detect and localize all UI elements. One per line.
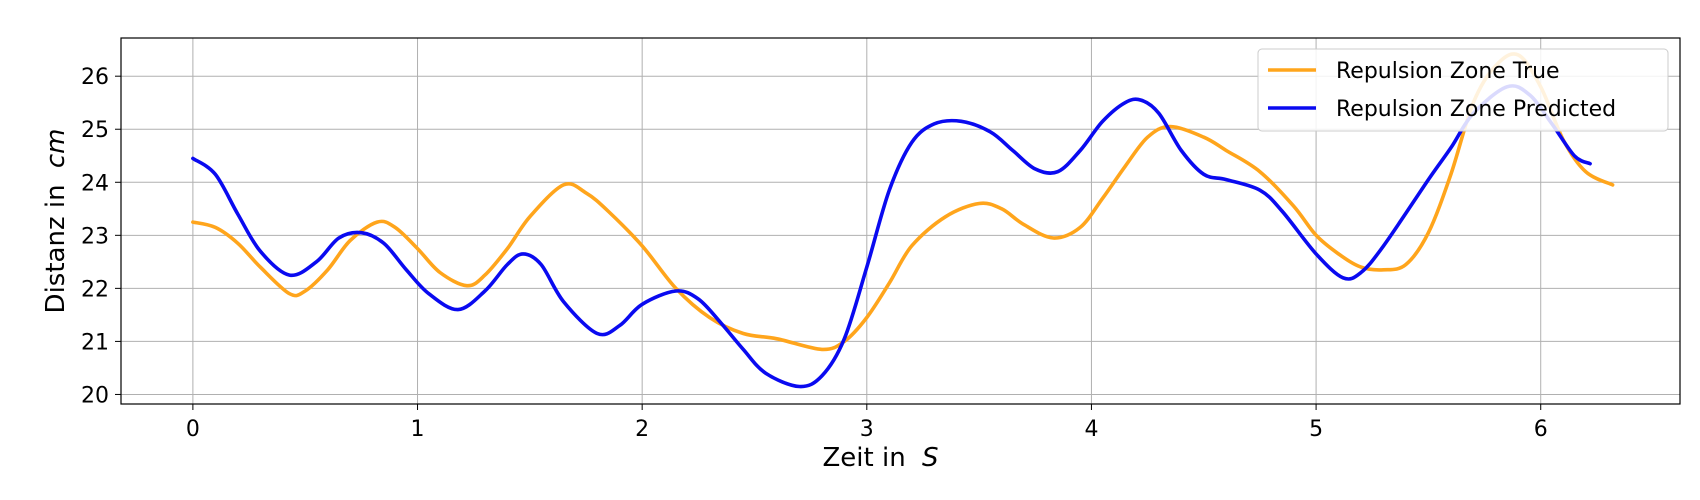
y-axis-label-unit: cm	[41, 129, 71, 169]
x-tick-label: 0	[186, 417, 200, 442]
x-tick-label: 2	[635, 417, 649, 442]
y-tick-label: 26	[81, 65, 109, 90]
legend: Repulsion Zone True Repulsion Zone Predic…	[1257, 48, 1669, 132]
y-tick-label: 22	[81, 277, 109, 302]
series-line-true	[191, 52, 1615, 352]
y-axis-label-text: Distanz in	[41, 184, 71, 313]
y-tick-label: 20	[81, 383, 109, 408]
x-axis-label-text: Zeit in	[823, 443, 906, 473]
y-tick-label: 25	[81, 118, 109, 143]
x-tick-label: 1	[411, 417, 425, 442]
legend-label: Repulsion Zone Predicted	[1336, 97, 1616, 122]
series-lines	[191, 52, 1615, 389]
x-tick-label: 4	[1084, 417, 1098, 442]
plot-area-frame	[120, 37, 1681, 405]
legend-label: Repulsion Zone True	[1336, 59, 1560, 84]
x-axis-label-unit: S	[922, 443, 939, 473]
y-tick-label: 24	[81, 171, 109, 196]
y-axis-label: Distanz in cm	[41, 129, 71, 314]
series-line-predicted	[191, 84, 1592, 389]
x-axis-label: Zeit in S	[823, 443, 939, 473]
x-tick-label: 6	[1534, 417, 1548, 442]
legend-box	[1257, 48, 1669, 132]
x-tick-label: 5	[1309, 417, 1323, 442]
y-tick-label: 23	[81, 224, 109, 249]
y-tick-label: 21	[81, 330, 109, 355]
x-tick-label: 3	[860, 417, 874, 442]
